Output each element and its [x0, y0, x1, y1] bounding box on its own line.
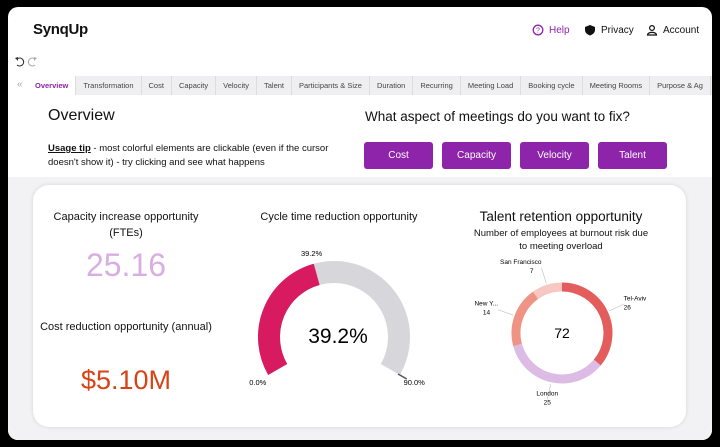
card [33, 185, 686, 427]
app-window: SynqUp ? Help Privacy Account « » Overvi… [8, 7, 712, 440]
slice-name: New Y... [474, 301, 498, 308]
usage-tip: Usage tip - most colorful elements are c… [48, 142, 348, 170]
privacy-text: Privacy [601, 24, 634, 36]
account-text: Account [663, 24, 700, 36]
tab[interactable]: Purpose & Ag [650, 76, 711, 95]
slice-name: London [536, 390, 558, 397]
donut-slice[interactable] [533, 282, 563, 300]
undo-redo[interactable] [14, 55, 54, 69]
tab[interactable]: Capacity [172, 76, 217, 95]
donut-slice[interactable] [561, 282, 613, 366]
account-icon [646, 24, 658, 36]
tab[interactable]: Booking cycle [521, 76, 583, 95]
tab[interactable]: Cost [142, 76, 172, 95]
capacity-title: Capacity increase opportunity (FTEs) [53, 211, 199, 239]
tabs-left-arrow[interactable]: « [17, 79, 23, 90]
account-link[interactable]: Account [646, 24, 699, 36]
help-text: Help [549, 24, 570, 36]
fix-button[interactable]: Cost [364, 142, 433, 169]
gauge-center-label: 39.2% [308, 325, 368, 348]
logo: SynqUp [33, 21, 88, 38]
gauge-end-tick [397, 373, 408, 380]
talent-title: Talent retention opportunity [479, 209, 643, 224]
svg-text:?: ? [536, 28, 540, 35]
capacity-value[interactable]: 25.16 [85, 247, 167, 283]
fix-buttons: Cost Capacity Velocity Talent [364, 142, 667, 169]
slice-value: 26 [624, 304, 632, 311]
fix-button[interactable]: Talent [598, 142, 667, 169]
tab[interactable]: Overview [28, 76, 77, 95]
help-link[interactable]: ? Help [532, 24, 570, 36]
privacy-link[interactable]: Privacy [584, 24, 634, 36]
tab[interactable]: Duration [370, 76, 414, 95]
donut-total: 72 [554, 325, 570, 341]
cycle-title: Cycle time reduction opportunity [260, 211, 418, 223]
fix-button[interactable]: Velocity [520, 142, 589, 169]
slice-leader [497, 309, 514, 316]
help-icon: ? [532, 24, 544, 36]
cost-value[interactable]: $5.10M [80, 365, 172, 395]
tab[interactable]: Recurring [413, 76, 461, 95]
tab[interactable]: Transformation [76, 76, 142, 95]
slice-value: 7 [530, 268, 534, 275]
talent-subtitle: Number of employees at burnout risk due … [473, 228, 649, 252]
slice-leader [546, 383, 552, 400]
tip-text: - most colorful elements are clickable (… [48, 143, 329, 168]
charts: 39.2% 39.2% 0.0% 90.0% Tel-Aviv 26 London 25 New… [249, 249, 647, 406]
tab[interactable]: Meeting Rooms [583, 76, 651, 95]
tip-label: Usage tip [48, 143, 91, 154]
donut-slice[interactable] [513, 343, 601, 384]
slice-name: Tel-Aviv [624, 295, 647, 302]
slice-value: 14 [483, 310, 491, 317]
slice-leader [609, 303, 624, 312]
tab[interactable]: Meeting Load [461, 76, 522, 95]
cost-title: Cost reduction opportunity (annual) [40, 321, 212, 333]
slice-name: San Francisco [500, 259, 542, 266]
fix-button[interactable]: Capacity [442, 142, 511, 169]
slice-leader [541, 268, 547, 284]
gauge-value-label: 39.2% [301, 249, 323, 258]
slice-value: 25 [544, 399, 552, 406]
gauge-min-label: 0.0% [249, 378, 266, 387]
tab[interactable]: Velocity [216, 76, 257, 95]
gauge-value[interactable] [258, 263, 321, 375]
donut-slice[interactable] [511, 291, 539, 347]
tab[interactable]: Talent [257, 76, 292, 95]
gauge-max-label: 90.0% [404, 378, 426, 387]
privacy-icon [585, 25, 595, 36]
tab[interactable]: Participants & Size [292, 76, 370, 95]
tab-bar: Overview Transformation Cost Capacity Veloci… [28, 76, 712, 95]
page-title: Overview [48, 107, 115, 124]
fix-question: What aspect of meetings do you want to f… [365, 109, 630, 124]
